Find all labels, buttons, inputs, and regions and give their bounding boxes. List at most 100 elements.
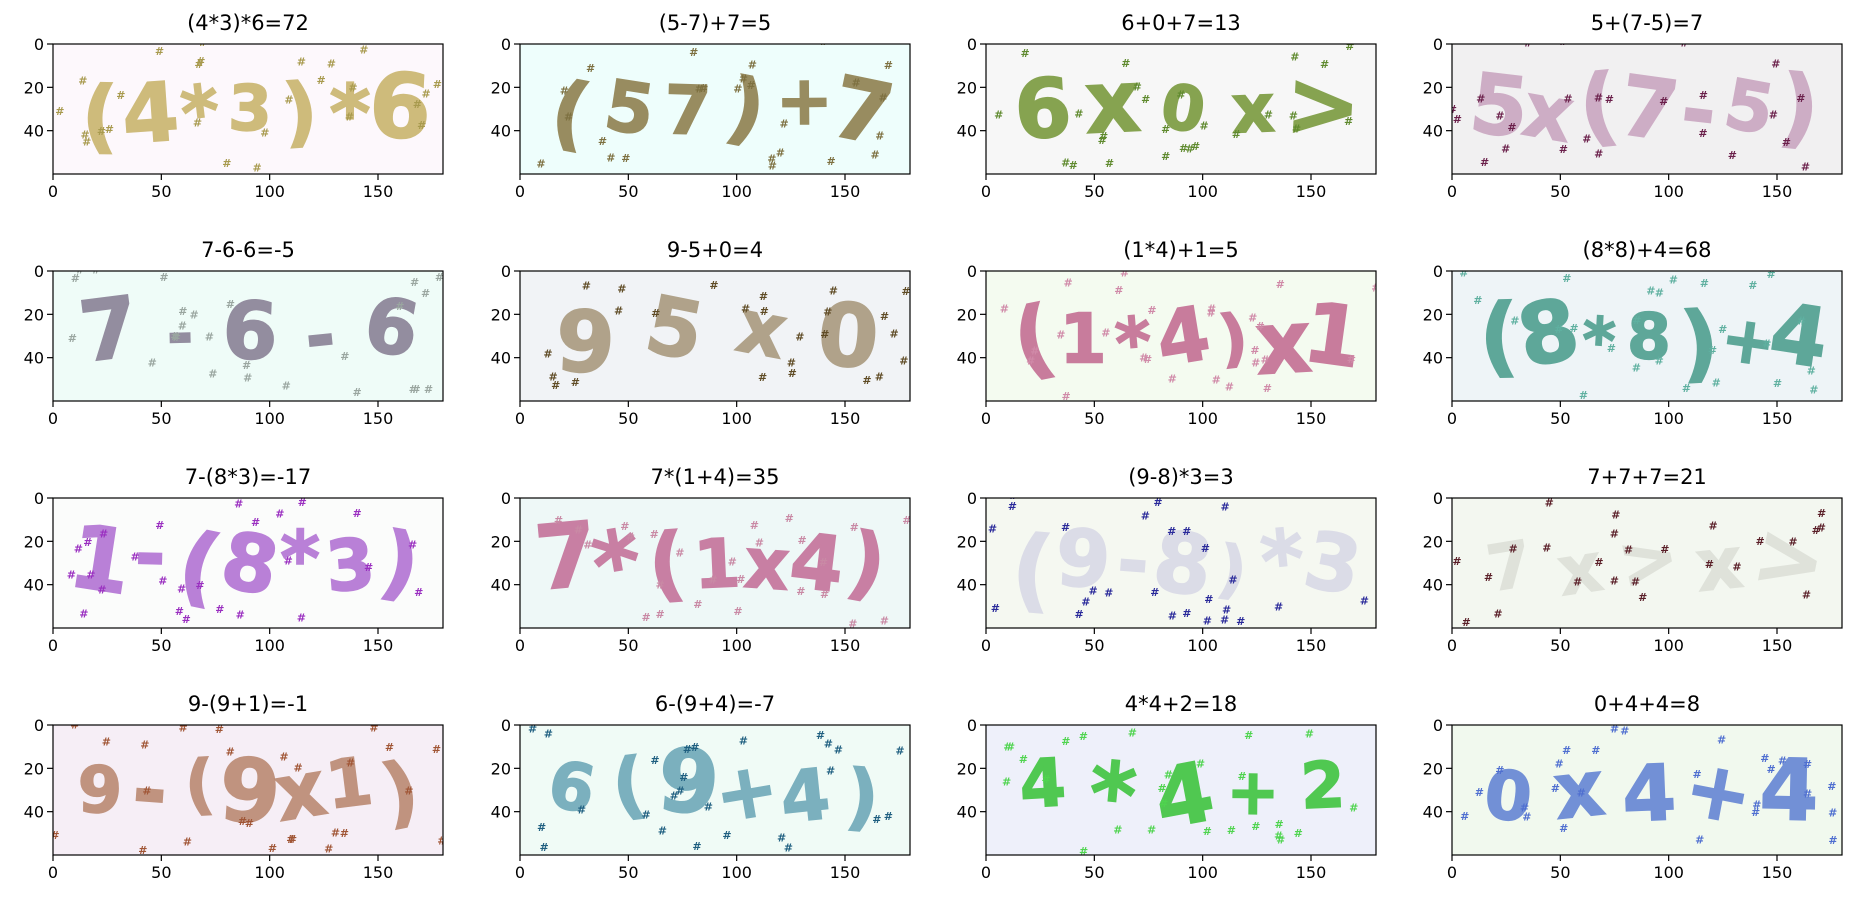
y-tick-label: 20 (24, 78, 44, 97)
noise-speck: # (1114, 284, 1123, 297)
y-tick-label: 40 (24, 122, 44, 141)
noise-speck: # (226, 746, 235, 759)
noise-speck: # (1030, 344, 1039, 357)
captcha-panel: (5-7)+7=5(5 7) +7### ######################… (491, 11, 911, 201)
noise-speck: # (1559, 822, 1568, 835)
captcha-image (53, 271, 443, 401)
noise-speck: # (404, 784, 413, 797)
noise-speck: # (1510, 315, 1519, 328)
x-tick-label: 0 (1447, 863, 1457, 882)
noise-speck: # (298, 496, 307, 509)
captcha-glyph: 7 (1614, 57, 1684, 161)
captcha-image (986, 725, 1376, 855)
x-tick-label: 150 (363, 636, 394, 655)
noise-speck: # (683, 743, 692, 756)
x-tick-label: 150 (1762, 182, 1793, 201)
noise-speck: # (1203, 615, 1212, 628)
noise-speck: # (413, 98, 422, 111)
noise-speck: # (829, 285, 838, 298)
noise-speck: # (1579, 389, 1588, 402)
captcha-image (520, 271, 910, 401)
noise-speck: # (215, 723, 224, 736)
noise-speck: # (574, 523, 583, 536)
noise-speck: # (385, 741, 394, 754)
x-tick-label: 0 (48, 863, 58, 882)
captcha-panel: 0+4+4=80 x 4 +4########## ##### ###########0 5… (1423, 692, 1843, 882)
noise-speck: # (641, 611, 650, 624)
x-tick-label: 100 (1653, 636, 1684, 655)
axes-frame (519, 43, 911, 175)
noise-speck: # (226, 298, 235, 311)
noise-speck: # (1692, 768, 1701, 781)
noise-speck: # (1179, 142, 1188, 155)
noise-speck: # (1344, 115, 1353, 128)
captcha-glyph: 5 (599, 65, 659, 152)
noise-speck: # (1811, 524, 1820, 537)
noise-speck: # (675, 547, 684, 560)
y-tick-label: 40 (957, 803, 977, 822)
captcha-panel: 6+0+7=136 x 0 x >### #######################0… (957, 11, 1377, 201)
noise-speck: # (1766, 268, 1775, 281)
noise-speck: # (870, 149, 879, 162)
noise-speck: # (1605, 93, 1614, 106)
noise-speck: # (1263, 382, 1272, 395)
noise-speck: # (988, 523, 997, 536)
noise-speck: # (1760, 752, 1769, 765)
noise-speck: # (819, 35, 828, 48)
noise-speck: # (1128, 726, 1137, 739)
noise-speck: # (411, 383, 420, 396)
noise-speck: # (1220, 614, 1229, 627)
noise-speck: # (286, 833, 295, 846)
noise-speck: # (1522, 811, 1531, 824)
noise-speck: # (797, 534, 806, 547)
noise-speck: # (348, 82, 357, 95)
captcha-panel: 7-(8*3)=-171- (8* 3)######################… (24, 465, 444, 655)
x-tick-label: 150 (830, 636, 861, 655)
noise-speck: # (70, 719, 79, 732)
noise-speck: # (851, 76, 860, 89)
noise-speck: # (1453, 113, 1462, 126)
y-tick-label: 40 (957, 576, 977, 595)
y-tick-label: 0 (34, 489, 44, 508)
x-tick-label: 50 (1550, 409, 1570, 428)
y-tick-label: 0 (34, 262, 44, 281)
captcha-glyph: 5 (1465, 55, 1533, 157)
noise-speck: # (746, 79, 755, 92)
noise-speck: # (733, 83, 742, 96)
y-tick-label: 40 (24, 576, 44, 595)
noise-speck: # (159, 271, 168, 284)
x-tick-label: 50 (1084, 182, 1104, 201)
noise-speck: # (395, 300, 404, 313)
captcha-panel: (9-8)*3=3(9 -8) *3########################… (957, 465, 1377, 655)
noise-speck: # (99, 528, 108, 541)
x-tick-label: 0 (981, 863, 991, 882)
axes-frame (519, 270, 911, 402)
noise-speck: # (1121, 57, 1130, 70)
captcha-image (53, 44, 443, 174)
noise-speck: # (1203, 825, 1212, 838)
noise-speck: # (788, 367, 797, 380)
noise-speck: # (1788, 536, 1797, 549)
captcha-glyph: 4 (1621, 748, 1678, 840)
captcha-panel: (4*3)*6=72(4* 3) *6### ####################… (24, 11, 444, 201)
y-tick-label: 20 (1423, 305, 1443, 324)
axes-frame (52, 497, 444, 629)
y-tick-label: 20 (491, 759, 511, 778)
x-tick-label: 100 (254, 863, 285, 882)
noise-speck: # (175, 605, 184, 618)
noise-speck: # (741, 303, 750, 316)
x-tick-label: 150 (1296, 182, 1327, 201)
noise-speck: # (1141, 93, 1150, 106)
noise-speck: # (1562, 272, 1571, 285)
noise-speck: # (1008, 500, 1017, 513)
noise-speck: # (424, 383, 433, 396)
noise-speck: # (215, 603, 224, 616)
noise-speck: # (316, 74, 325, 87)
x-tick-label: 100 (721, 409, 752, 428)
noise-speck: # (733, 605, 742, 618)
x-tick-label: 150 (1296, 636, 1327, 655)
x-tick-label: 0 (48, 409, 58, 428)
captcha-glyph: 7 (74, 277, 144, 382)
captcha-glyph: 9 (554, 291, 618, 393)
